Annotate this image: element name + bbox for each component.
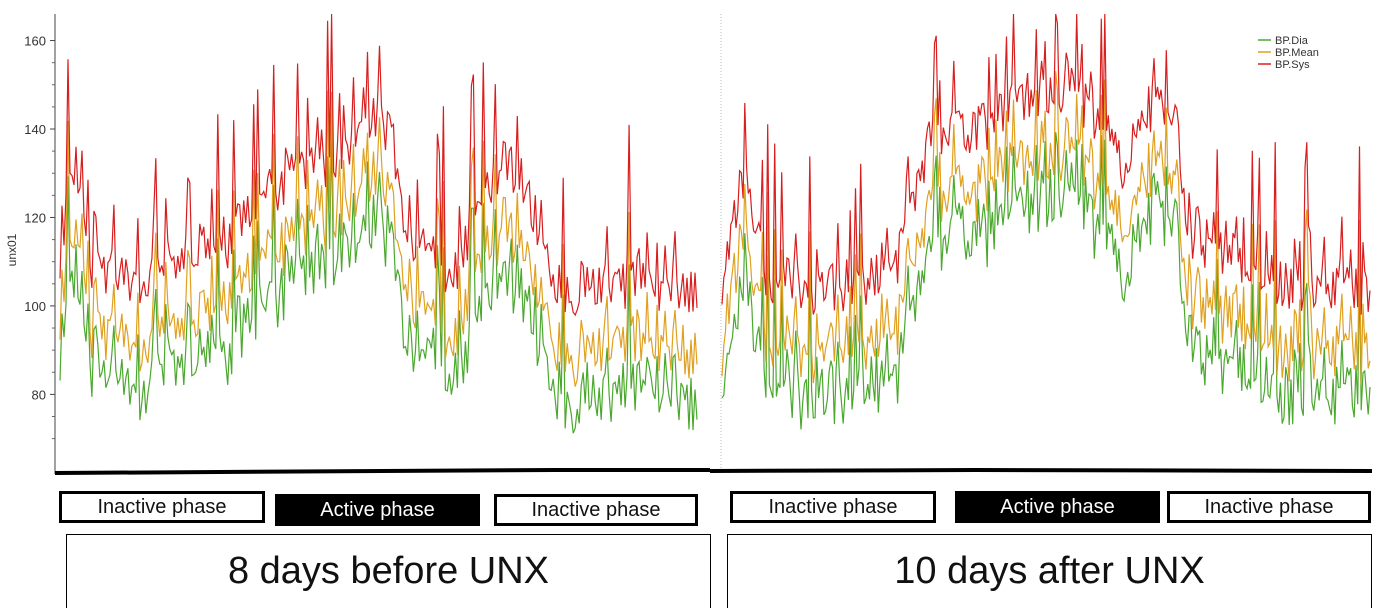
phase-box: Inactive phase	[494, 494, 698, 526]
period-label: 8 days before UNX	[227, 550, 550, 592]
y-tick-label: 160	[24, 34, 46, 49]
y-tick-label: 120	[24, 210, 46, 225]
baseline-left	[54, 468, 710, 475]
bp-mean-line-after	[721, 71, 1371, 385]
series-layer	[59, 13, 1371, 434]
phase-box: Inactive phase	[730, 491, 936, 523]
legend-label: BP.Sys	[1275, 59, 1310, 71]
bp-sys-line-before	[59, 13, 698, 317]
phase-label: Active phase	[1000, 495, 1115, 518]
phase-box: Inactive phase	[59, 491, 265, 523]
phase-label: Inactive phase	[531, 498, 661, 521]
period-label: 10 days after UNX	[894, 550, 1205, 592]
y-tick-label: 80	[32, 387, 46, 402]
phase-box: Inactive phase	[1167, 491, 1371, 523]
phase-label: Active phase	[320, 498, 435, 521]
baseline-right	[709, 467, 1373, 473]
y-axis-label: unx01	[5, 233, 19, 266]
phase-box: Active phase	[955, 491, 1160, 523]
bp-mean-line-before	[59, 90, 698, 387]
period-box: 8 days before UNX	[66, 534, 711, 608]
legend-label: BP.Mean	[1275, 47, 1319, 59]
bp-sys-line-after	[721, 13, 1371, 315]
y-tick-label: 140	[24, 122, 46, 137]
y-ticks: 80 100 120 140 160	[24, 34, 55, 440]
phase-label: Inactive phase	[768, 495, 898, 518]
period-box: 10 days after UNX	[727, 534, 1372, 608]
phase-label: Inactive phase	[97, 495, 227, 518]
y-tick-label: 100	[24, 299, 46, 314]
phase-label: Inactive phase	[1204, 495, 1334, 518]
bp-dia-line-after	[721, 132, 1371, 430]
legend-label: BP.Dia	[1275, 35, 1309, 47]
bp-dia-line-before	[59, 131, 698, 434]
phase-box: Active phase	[275, 494, 480, 526]
